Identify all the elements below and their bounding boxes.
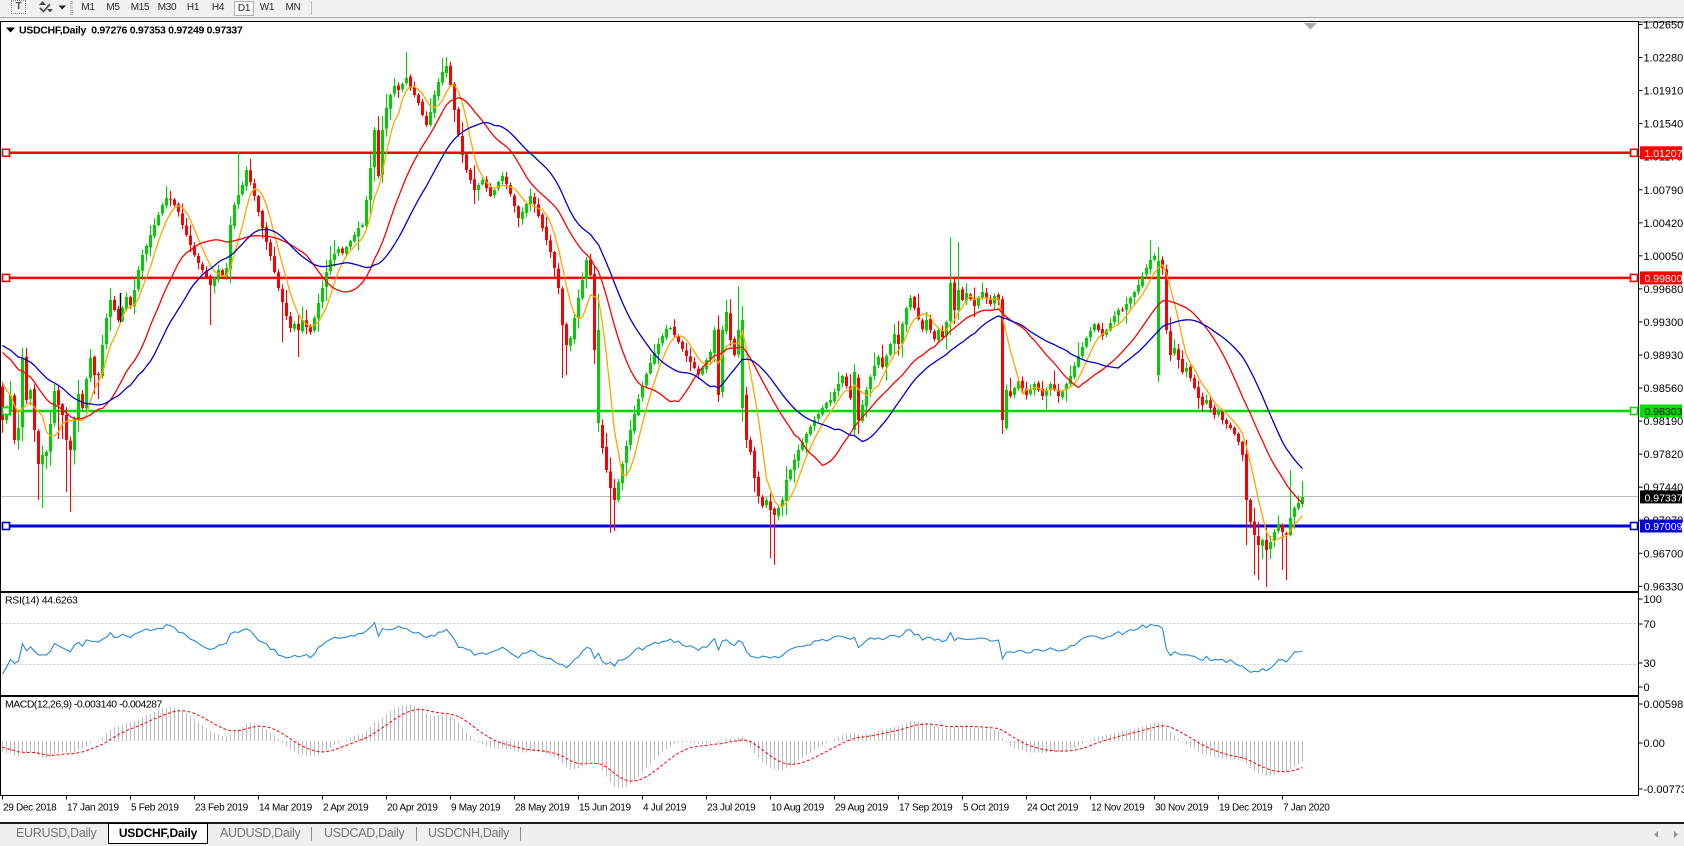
svg-text:0.98930: 0.98930: [1644, 350, 1684, 362]
svg-text:1.01910: 1.01910: [1644, 86, 1684, 98]
svg-text:1.02280: 1.02280: [1644, 53, 1684, 65]
svg-text:5 Oct 2019: 5 Oct 2019: [963, 803, 1010, 814]
svg-text:19 Dec 2019: 19 Dec 2019: [1219, 803, 1273, 814]
svg-text:30: 30: [1644, 658, 1656, 670]
svg-text:0.99800: 0.99800: [1645, 273, 1683, 285]
svg-text:MACD(12,26,9) -0.003140 -0.004: MACD(12,26,9) -0.003140 -0.004287: [5, 699, 163, 711]
svg-text:5 Feb 2019: 5 Feb 2019: [131, 803, 179, 814]
svg-text:12 Nov 2019: 12 Nov 2019: [1091, 803, 1145, 814]
svg-text:2 Apr 2019: 2 Apr 2019: [323, 803, 369, 814]
svg-text:0.97820: 0.97820: [1644, 449, 1684, 461]
svg-text:0.005986: 0.005986: [1644, 699, 1684, 711]
svg-text:23 Feb 2019: 23 Feb 2019: [195, 803, 249, 814]
svg-text:0.98560: 0.98560: [1644, 383, 1684, 395]
svg-text:15 Jun 2019: 15 Jun 2019: [579, 803, 631, 814]
svg-text:17 Jan 2019: 17 Jan 2019: [67, 803, 119, 814]
svg-text:0.97009: 0.97009: [1645, 521, 1683, 533]
svg-text:1.01207: 1.01207: [1645, 148, 1683, 160]
svg-text:14 Mar 2019: 14 Mar 2019: [259, 803, 313, 814]
svg-text:0.96700: 0.96700: [1644, 548, 1684, 560]
svg-text:1.00050: 1.00050: [1644, 251, 1684, 263]
svg-text:0.99680: 0.99680: [1644, 284, 1684, 296]
svg-text:0.96330: 0.96330: [1644, 581, 1684, 593]
svg-text:29 Aug 2019: 29 Aug 2019: [835, 803, 889, 814]
svg-text:4 Jul 2019: 4 Jul 2019: [643, 803, 687, 814]
svg-text:0.97337: 0.97337: [1645, 492, 1683, 504]
svg-text:29 Dec 2018: 29 Dec 2018: [3, 803, 57, 814]
svg-text:9 May 2019: 9 May 2019: [451, 803, 501, 814]
svg-text:-0.007737: -0.007737: [1644, 784, 1684, 796]
svg-text:70: 70: [1644, 619, 1656, 631]
svg-text:RSI(14) 44.6263: RSI(14) 44.6263: [5, 595, 78, 607]
svg-text:7 Jan 2020: 7 Jan 2020: [1283, 803, 1330, 814]
svg-text:USDCHF,Daily 0.97276 0.97353: USDCHF,Daily 0.97276 0.97353 0.97249 0.9…: [19, 25, 243, 37]
svg-text:1.02650: 1.02650: [1644, 20, 1684, 32]
svg-text:100: 100: [1644, 594, 1662, 606]
svg-text:24 Oct 2019: 24 Oct 2019: [1027, 803, 1079, 814]
svg-text:10 Aug 2019: 10 Aug 2019: [771, 803, 825, 814]
svg-text:17 Sep 2019: 17 Sep 2019: [899, 803, 953, 814]
svg-text:0.98303: 0.98303: [1645, 406, 1683, 418]
svg-text:1.00790: 1.00790: [1644, 185, 1684, 197]
svg-text:30 Nov 2019: 30 Nov 2019: [1155, 803, 1209, 814]
svg-text:0.99300: 0.99300: [1644, 317, 1684, 329]
svg-text:0.00: 0.00: [1644, 738, 1665, 750]
svg-text:1.00420: 1.00420: [1644, 218, 1684, 230]
svg-text:0: 0: [1644, 682, 1650, 694]
svg-text:20 Apr 2019: 20 Apr 2019: [387, 803, 438, 814]
svg-text:1.01540: 1.01540: [1644, 119, 1684, 131]
svg-text:28 May 2019: 28 May 2019: [515, 803, 570, 814]
svg-text:23 Jul 2019: 23 Jul 2019: [707, 803, 756, 814]
